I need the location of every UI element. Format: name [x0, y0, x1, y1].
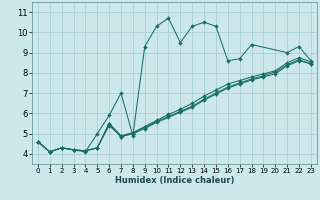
X-axis label: Humidex (Indice chaleur): Humidex (Indice chaleur) [115, 176, 234, 185]
